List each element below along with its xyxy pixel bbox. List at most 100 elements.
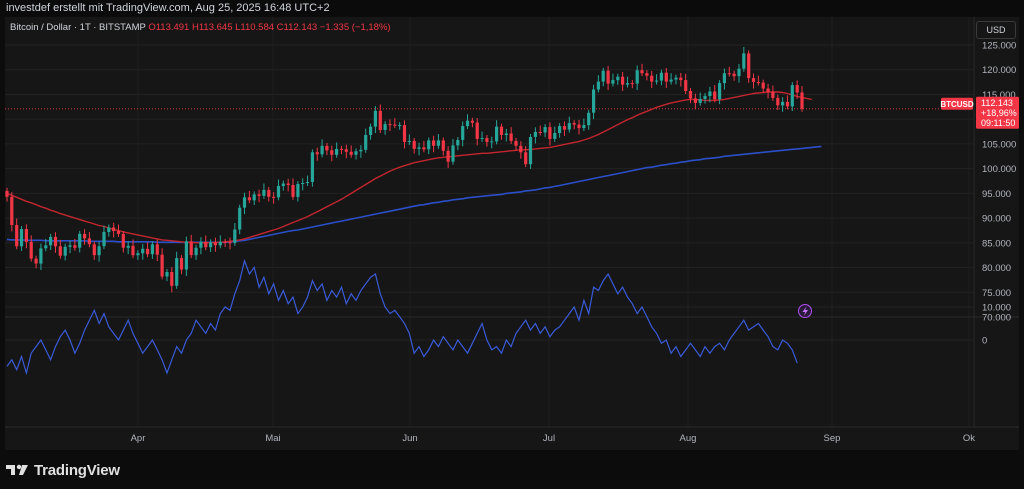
candle bbox=[747, 53, 751, 79]
candle bbox=[242, 197, 247, 208]
candle bbox=[432, 140, 436, 146]
candle bbox=[562, 126, 567, 130]
candle bbox=[722, 73, 726, 84]
candle bbox=[669, 79, 673, 82]
candle bbox=[155, 244, 159, 255]
candle bbox=[281, 183, 285, 186]
candle bbox=[92, 244, 96, 256]
price-tick-label: 70.000 bbox=[982, 313, 1011, 324]
lightning-icon bbox=[802, 306, 808, 316]
price-tick-label: 125.000 bbox=[982, 41, 1016, 52]
price-badge-change: +18,96% bbox=[981, 108, 1017, 118]
candle bbox=[713, 91, 717, 100]
candle bbox=[305, 182, 310, 183]
candle bbox=[150, 244, 154, 255]
candle bbox=[194, 247, 198, 256]
candle bbox=[558, 126, 562, 133]
chart-panel[interactable]: 125.000120.000115.000110.000105.000100.0… bbox=[5, 17, 1019, 450]
candle bbox=[582, 125, 586, 129]
candle bbox=[247, 197, 251, 201]
candle bbox=[567, 123, 571, 130]
tradingview-brand: TradingView bbox=[34, 462, 120, 479]
candle bbox=[475, 122, 479, 139]
candle bbox=[218, 241, 222, 246]
time-tick-label: Mai bbox=[265, 433, 280, 444]
candle bbox=[209, 242, 213, 248]
time-tick-label: Apr bbox=[131, 433, 146, 444]
candle bbox=[286, 183, 290, 185]
candle bbox=[262, 189, 266, 196]
candle bbox=[650, 75, 654, 82]
candle bbox=[383, 124, 387, 130]
price-badge bbox=[976, 96, 1019, 129]
candle bbox=[315, 152, 319, 155]
candle bbox=[359, 149, 363, 152]
candle bbox=[335, 148, 339, 155]
candle bbox=[645, 73, 649, 76]
candle bbox=[785, 101, 790, 107]
candle bbox=[223, 241, 227, 243]
candle bbox=[417, 147, 421, 149]
moving-average-slow-line bbox=[6, 145, 822, 244]
candle bbox=[596, 81, 600, 90]
candle bbox=[456, 140, 460, 146]
oscillator-line bbox=[6, 258, 798, 376]
symbol-name: Bitcoin / Dollar · 1T · BITSTAMP bbox=[10, 22, 146, 33]
candle bbox=[538, 132, 542, 133]
candle bbox=[533, 132, 537, 137]
candle bbox=[606, 70, 610, 84]
candle bbox=[44, 245, 48, 249]
candle bbox=[388, 124, 392, 126]
candle bbox=[369, 126, 373, 135]
candle bbox=[693, 98, 697, 103]
candle bbox=[446, 150, 450, 162]
candle bbox=[640, 70, 644, 74]
candle bbox=[393, 124, 397, 126]
candle bbox=[451, 145, 455, 162]
tradingview-logo-icon bbox=[6, 464, 28, 475]
candle bbox=[611, 80, 615, 84]
candle bbox=[330, 150, 334, 155]
symbol-legend: Bitcoin / Dollar · 1T · BITSTAMP O113.49… bbox=[10, 22, 391, 33]
candle bbox=[528, 137, 533, 165]
candle bbox=[349, 151, 353, 155]
currency-button[interactable]: USD bbox=[976, 21, 1016, 39]
ohlc-values: O113.491 H113.645 L110.584 C112.143 −1.3… bbox=[148, 22, 391, 33]
candle bbox=[272, 196, 276, 198]
caption-text: investdef erstellt mit TradingView.com, … bbox=[6, 2, 330, 14]
price-badge-price: 112.143 bbox=[981, 98, 1013, 108]
candle bbox=[116, 230, 121, 234]
candle bbox=[83, 233, 87, 239]
ticker-badge-label: BTCUSD bbox=[940, 100, 974, 109]
candle bbox=[771, 92, 775, 98]
chart-canvas[interactable]: 125.000120.000115.000110.000105.000100.0… bbox=[5, 17, 1019, 450]
candle bbox=[664, 72, 668, 82]
candle bbox=[102, 231, 106, 247]
candle bbox=[718, 83, 722, 100]
candle bbox=[441, 140, 445, 151]
candle bbox=[635, 70, 639, 84]
candle bbox=[339, 148, 344, 150]
candle bbox=[378, 110, 382, 131]
candle bbox=[24, 229, 28, 242]
candle bbox=[698, 98, 702, 103]
price-tick-label: 105.000 bbox=[982, 139, 1016, 150]
candle bbox=[800, 92, 804, 109]
candle bbox=[107, 227, 111, 232]
candle bbox=[592, 89, 596, 113]
candle bbox=[776, 97, 780, 106]
candle bbox=[228, 242, 232, 244]
candle bbox=[78, 233, 82, 248]
candle bbox=[427, 140, 431, 150]
candle bbox=[751, 78, 756, 83]
candle bbox=[199, 241, 203, 248]
candle bbox=[708, 91, 712, 96]
caption-bar: investdef erstellt mit TradingView.com, … bbox=[0, 0, 1024, 16]
candle bbox=[160, 254, 164, 277]
candle bbox=[238, 207, 242, 230]
candle bbox=[68, 245, 72, 247]
candle bbox=[398, 125, 402, 127]
price-tick-label: 115.000 bbox=[982, 90, 1016, 101]
ticker-badge bbox=[941, 97, 973, 110]
